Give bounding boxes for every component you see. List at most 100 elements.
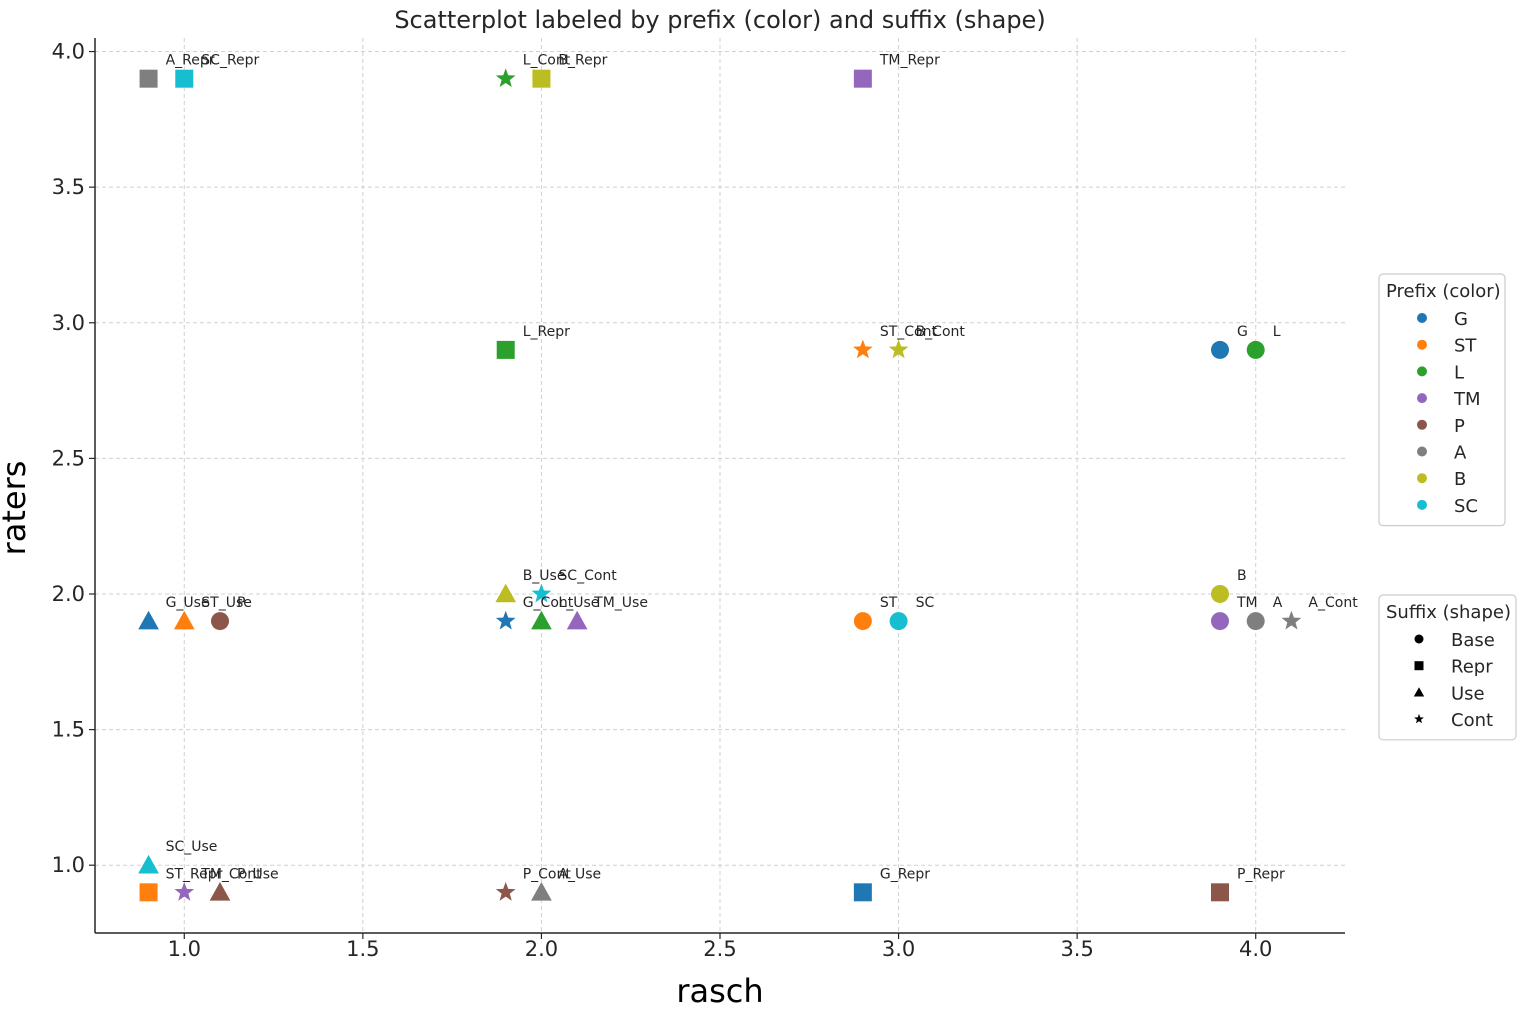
- point-label: P_Repr: [1237, 866, 1285, 882]
- legend-marker: [1417, 313, 1427, 323]
- point-label: A_Use: [558, 866, 601, 882]
- data-point: [853, 612, 872, 631]
- legend-marker: [1417, 419, 1427, 430]
- point-label: SC: [916, 595, 935, 611]
- point-label: A_Repr: [166, 53, 215, 69]
- x-tick-label: 3.5: [1060, 937, 1093, 961]
- data-point: [531, 610, 552, 630]
- point-label: P_Cont: [523, 866, 572, 882]
- point-label: TM_Repr: [879, 53, 940, 69]
- point-label: A_Cont: [1308, 595, 1358, 611]
- point-label: G: [1237, 324, 1248, 340]
- data-point: [138, 854, 159, 874]
- chart-title: Scatterplot labeled by prefix (color) an…: [394, 6, 1045, 34]
- data-point: [139, 69, 158, 88]
- legend-entry: P: [1454, 416, 1465, 437]
- point-label: TM_Use: [593, 595, 648, 611]
- y-tick-label: 3.0: [52, 311, 85, 335]
- legend-marker: [1414, 661, 1424, 671]
- data-point: [139, 883, 158, 902]
- data-point: [889, 612, 908, 631]
- data-point: [173, 610, 195, 630]
- data-point: [1211, 883, 1229, 902]
- point-label: B_Repr: [558, 53, 607, 69]
- data-point: [888, 339, 909, 359]
- x-tick-label: 1.0: [168, 937, 201, 961]
- grid-lines: [95, 38, 1345, 933]
- legend-entry: L: [1454, 362, 1464, 383]
- data-point: [209, 881, 231, 901]
- data-point: [566, 610, 588, 630]
- legend-marker: [1417, 393, 1427, 404]
- data-point: [495, 881, 516, 901]
- legend-marker: [1417, 339, 1427, 350]
- x-tick-label: 4.0: [1239, 937, 1272, 961]
- data-point: [1246, 612, 1265, 631]
- legend-marker: [1417, 499, 1427, 510]
- point-label: ST_Repr: [166, 866, 223, 882]
- legend-marker: [1417, 366, 1427, 377]
- point-label: L_Repr: [523, 324, 570, 340]
- y-tick-label: 3.5: [52, 175, 85, 199]
- legend-entry: Use: [1451, 683, 1485, 704]
- point-label: L_Use: [558, 595, 599, 611]
- point-label: SC_Use: [166, 839, 218, 855]
- data-point: [531, 881, 552, 901]
- y-tick-label: 2.5: [52, 446, 85, 470]
- legend-marker: [1417, 446, 1427, 457]
- x-tick-label: 2.0: [525, 937, 558, 961]
- point-label: P_Use: [237, 866, 279, 882]
- point-label: SC_Repr: [201, 53, 259, 69]
- legend-entry: TM: [1453, 389, 1481, 410]
- x-tick-label: 2.5: [703, 937, 736, 961]
- data-point: [496, 340, 515, 359]
- legend-title: Prefix (color): [1386, 281, 1501, 302]
- data-point: [495, 68, 516, 88]
- legend-entry: Repr: [1451, 657, 1493, 678]
- point-label: G_Use: [166, 595, 210, 611]
- y-tick-label: 2.0: [52, 582, 85, 606]
- point-label: G_Repr: [880, 866, 930, 882]
- data-point: [211, 612, 229, 631]
- legend-title: Suffix (shape): [1386, 602, 1511, 623]
- data-point: [853, 69, 872, 88]
- point-label: TM_Cont: [200, 866, 262, 882]
- x-axis-label: rasch: [676, 972, 763, 1010]
- point-label: B: [1237, 568, 1247, 584]
- data-point: [532, 69, 551, 88]
- legend-marker: [1414, 634, 1424, 644]
- x-tick-label: 3.0: [882, 937, 915, 961]
- data-point: [495, 583, 517, 603]
- data-point: [1281, 610, 1302, 630]
- data-point: [1211, 612, 1229, 631]
- point-label: B_Cont: [916, 324, 966, 340]
- point-label: B_Use: [523, 568, 566, 584]
- point-label: A: [1273, 595, 1283, 611]
- data-point: [1211, 584, 1229, 603]
- point-labels: G L B TM A A_Cont P_Repr ST SC G_Repr ST_ContB_Con…: [166, 53, 1359, 883]
- data-point: [531, 583, 552, 603]
- data-point: [1246, 340, 1265, 359]
- point-label: ST_Use: [201, 595, 252, 611]
- data-point: [853, 339, 873, 359]
- point-label: ST_Cont: [880, 324, 938, 340]
- y-tick-label: 4.0: [52, 40, 85, 64]
- point-label: L: [1273, 324, 1281, 340]
- legend-frame: [1378, 273, 1506, 527]
- legend-entry: Base: [1451, 630, 1495, 651]
- point-label: L_Cont: [523, 53, 571, 69]
- data-point: [175, 69, 194, 88]
- legend-entry: Cont: [1451, 710, 1493, 731]
- point-label: ST: [880, 595, 898, 611]
- point-label: TM: [1236, 595, 1258, 611]
- data-points: [138, 68, 1302, 902]
- legend-marker: [1414, 713, 1424, 724]
- point-label: G_Cont: [523, 595, 574, 611]
- legend-frame: [1378, 594, 1517, 741]
- legend-entry: A: [1454, 443, 1467, 464]
- legend-suffix-shape: Suffix (shape) Base Repr Use Cont: [1378, 594, 1517, 741]
- axis-ticks: 1.0 1.5 2.0 2.5 3.0 3.5 4.0 1.0 1.5 2.0 2.5 3.0 3.5 4…: [52, 40, 1273, 961]
- data-point: [174, 881, 195, 901]
- legend-marker: [1417, 473, 1427, 484]
